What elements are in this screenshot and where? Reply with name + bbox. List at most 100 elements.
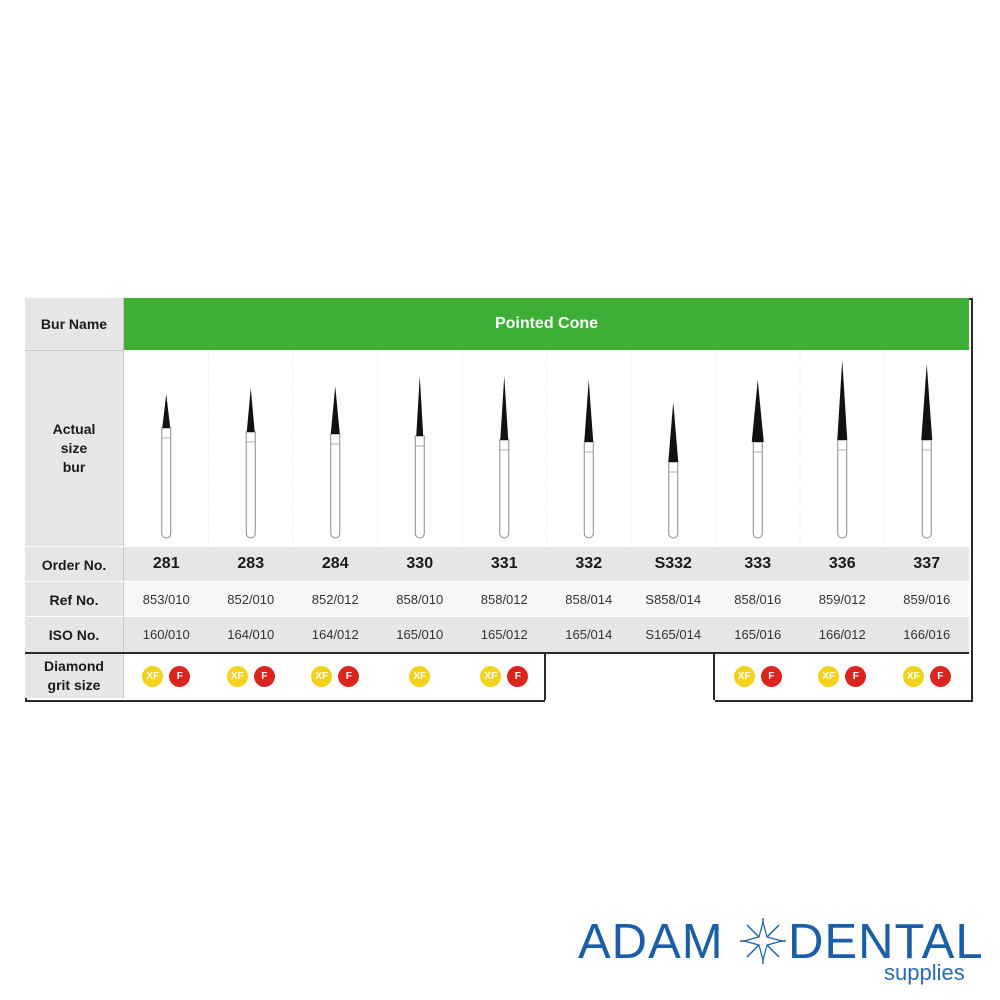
bur-shank <box>499 439 510 539</box>
bur-diamond-head <box>837 360 848 440</box>
actual-size-label: Actual size bur <box>25 350 123 546</box>
order-cell: 283 <box>237 555 265 572</box>
grit-cell: XF F <box>716 654 801 698</box>
bur-category-header: Pointed Cone <box>124 298 969 350</box>
diamond-grit-row: XF F XF F XF F XF XF F XF F XF F XF F <box>124 654 969 698</box>
iso-cell: S165/014 <box>645 627 702 642</box>
grit-cell: XF F <box>462 654 547 698</box>
fine-grit-badge: F <box>760 665 782 687</box>
bur-drawing <box>499 376 510 539</box>
iso-cell: 164/012 <box>311 627 359 642</box>
iso-cell: 166/016 <box>903 627 951 642</box>
notch-edge-right <box>713 652 715 700</box>
bur-shank <box>668 461 679 539</box>
ref-cell: S858/014 <box>645 591 702 607</box>
extra-fine-grit-badge: XF <box>311 665 333 687</box>
grit-cell: XF F <box>885 654 970 698</box>
bur-drawing <box>583 380 594 539</box>
bur-shank <box>921 439 932 539</box>
iso-cell: 165/014 <box>565 627 613 642</box>
bur-drawing <box>330 386 341 539</box>
bur-chart: Bur Name Actual size bur Order No. Ref N… <box>25 298 973 702</box>
order-no-label: Order No. <box>41 556 107 573</box>
iso-cell: 164/010 <box>227 627 275 642</box>
bur-diamond-head <box>246 388 255 432</box>
separator <box>25 581 969 582</box>
bur-drawing <box>837 360 848 539</box>
grit-cell: XF F <box>293 654 378 698</box>
grit-cell: XF F <box>209 654 294 698</box>
grit-cell: XF <box>378 654 463 698</box>
ref-cell: 852/010 <box>227 591 275 607</box>
label-column: Bur Name Actual size bur Order No. Ref N… <box>25 298 124 698</box>
bur-diamond-head <box>416 376 424 436</box>
bur-shank <box>752 441 763 539</box>
bur-drawing <box>414 376 425 539</box>
order-cell: 331 <box>490 555 518 572</box>
bur-drawing <box>751 380 764 539</box>
iso-no-label: ISO No. <box>48 626 100 643</box>
iso-cell: 160/010 <box>142 627 190 642</box>
bur-drawing <box>161 394 172 539</box>
order-cell: 281 <box>152 555 180 572</box>
bur-diamond-head <box>751 380 764 442</box>
separator <box>25 652 969 654</box>
order-cell: S332 <box>654 555 692 572</box>
bur-diamond-head <box>500 376 509 440</box>
actual-size-label-line-2: size <box>60 439 88 456</box>
order-cell: 330 <box>406 555 434 572</box>
bur-diamond-head <box>668 402 679 462</box>
extra-fine-grit-badge: XF <box>480 665 502 687</box>
bur-drawings-svg <box>161 350 933 546</box>
bur-drawings <box>124 350 969 546</box>
grit-cell: XF F <box>800 654 885 698</box>
bur-shank <box>161 427 172 539</box>
iso-cell: 165/016 <box>734 627 782 642</box>
separator <box>25 546 969 547</box>
actual-size-label-line-1: Actual <box>52 420 96 437</box>
iso-cell: 165/010 <box>396 627 444 642</box>
ref-cell: 858/014 <box>565 591 613 607</box>
order-cell: 333 <box>744 555 772 572</box>
ref-cell: 858/016 <box>734 591 782 607</box>
bur-name-label: Bur Name <box>40 315 108 332</box>
extra-fine-grit-badge: XF <box>818 665 840 687</box>
bur-diamond-head <box>584 380 594 442</box>
ref-cell: 858/012 <box>480 591 528 607</box>
logo-word-dental: DENTAL <box>788 915 984 969</box>
extra-fine-grit-badge: XF <box>142 665 164 687</box>
star-icon <box>740 918 786 964</box>
ref-cell: 859/012 <box>818 591 866 607</box>
extra-fine-grit-badge: XF <box>733 665 755 687</box>
fine-grit-badge: F <box>845 665 867 687</box>
extra-fine-grit-badge: XF <box>409 665 431 687</box>
ref-cell: 853/010 <box>142 591 190 607</box>
grit-cell: XF F <box>124 654 209 698</box>
bur-drawing <box>921 364 933 539</box>
bur-diamond-head <box>162 394 171 428</box>
fine-grit-badge: F <box>169 665 191 687</box>
fine-grit-badge: F <box>253 665 275 687</box>
iso-cell: 165/012 <box>480 627 528 642</box>
fine-grit-badge: F <box>929 665 951 687</box>
bur-shank <box>583 441 594 539</box>
fine-grit-badge: F <box>338 665 360 687</box>
bur-shank <box>414 435 425 539</box>
separator <box>25 616 969 617</box>
bur-diamond-head <box>921 364 933 440</box>
actual-size-label-line-3: bur <box>62 458 86 475</box>
fine-grit-badge: F <box>507 665 529 687</box>
order-cell: 336 <box>828 555 856 572</box>
diamond-grit-label-line-1: Diamond <box>44 657 104 674</box>
order-cell: 337 <box>913 555 941 572</box>
diamond-grit-label: Diamond grit size <box>25 653 123 698</box>
iso-cell: 166/012 <box>818 627 866 642</box>
notch-edge-left <box>544 652 546 700</box>
ref-cell: 852/012 <box>311 591 359 607</box>
ref-no-row: 853/010 852/010 852/012 858/010 858/012 858/0… <box>124 582 969 616</box>
bur-drawing <box>668 402 679 539</box>
logo-word-adam: ADAM <box>578 915 724 969</box>
order-cell: 332 <box>575 555 603 572</box>
iso-no-row: 160/010 164/010 164/012 165/010 165/012 165/0… <box>124 617 969 652</box>
bur-shank <box>245 431 256 539</box>
